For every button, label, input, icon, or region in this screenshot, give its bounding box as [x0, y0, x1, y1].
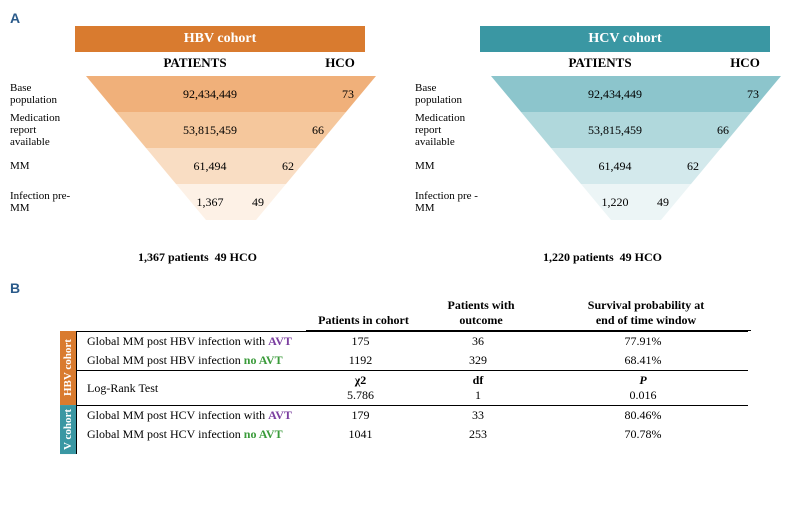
funnel-segment: 92,434,44973: [86, 76, 376, 112]
funnel-row-label: MM: [10, 160, 77, 172]
bottom-patients: 1,367 patients: [138, 250, 209, 264]
funnel-row: MM 61,49462: [415, 148, 790, 184]
cell-survival: 77.91%: [538, 332, 748, 351]
funnel-row: MM 61,49462: [10, 148, 385, 184]
table-group-tab: HBV cohort: [60, 331, 76, 405]
funnel-val-patients: 61,494: [146, 159, 282, 174]
cell-survival: 68.41%: [538, 351, 748, 371]
row-desc: Global MM post HBV infection with AVT: [77, 332, 303, 351]
funnel-val-patients: 53,815,459: [116, 123, 312, 138]
stat-df: df1: [418, 371, 538, 406]
row-desc: Global MM post HBV infection no AVT: [77, 351, 303, 371]
sub-patients: PATIENTS: [480, 55, 720, 71]
funnel-segment: 61,49462: [551, 148, 721, 184]
funnel-row-label: Base population: [415, 82, 482, 106]
table-row: Global MM post HBV infection no AVT11923…: [77, 351, 748, 371]
cell-survival: 80.46%: [538, 406, 748, 425]
funnel-val-hco: 73: [342, 87, 376, 102]
row-desc: Global MM post HCV infection no AVT: [77, 425, 303, 444]
table-header: [80, 296, 306, 331]
table-header: Patients in cohort: [306, 296, 421, 331]
funnel-block: HCV cohortPATIENTSHCOBase population92,4…: [415, 26, 790, 265]
table-header: Patients with outcome: [421, 296, 541, 331]
funnel-row-label: Infection pre - MM: [415, 190, 482, 214]
funnel-val-hco: 73: [747, 87, 781, 102]
funnel-val-patients: 92,434,449: [491, 87, 747, 102]
funnel-body: Base population92,434,44973Medication re…: [10, 76, 385, 246]
panel-a: A HBV cohortPATIENTSHCOBase population92…: [10, 10, 790, 265]
table-group-tab: V cohort: [60, 405, 76, 454]
funnel-segment: 61,49462: [146, 148, 316, 184]
funnel-row: Base population 92,434,44973: [415, 76, 790, 112]
funnel-row-label: Infection pre-MM: [10, 190, 77, 214]
funnel-val-patients: 53,815,459: [521, 123, 717, 138]
cell-patients-cohort: 179: [303, 406, 418, 425]
funnel-val-patients: 92,434,449: [86, 87, 342, 102]
funnel-row: Infection pre - MM 1,22049: [415, 184, 790, 220]
table-stat-row: Log-Rank Testχ25.786df1P0.016: [77, 371, 748, 406]
panel-b-label: B: [10, 280, 790, 296]
cell-patients-cohort: 1041: [303, 425, 418, 444]
funnel-body: Base population92,434,44973Medication re…: [415, 76, 790, 246]
funnel-segment: 53,815,45966: [521, 112, 751, 148]
stat-p: P0.016: [538, 371, 748, 406]
funnel-val-hco: 49: [657, 195, 691, 210]
row-desc: Global MM post HCV infection with AVT: [77, 406, 303, 425]
funnel-bottom: 1,367 patients 49 HCO: [10, 250, 385, 265]
funnel-row: Medication report available 53,815,45966: [415, 112, 790, 148]
funnel-row: Base population 92,434,44973: [10, 76, 385, 112]
funnel-val-patients: 61,494: [551, 159, 687, 174]
funnel-row-label: Medication report available: [10, 112, 77, 148]
funnel-row: Medication report available 53,815,45966: [10, 112, 385, 148]
funnel-val-hco: 49: [252, 195, 286, 210]
bottom-hco: 49 HCO: [620, 250, 662, 264]
funnel-row-label: Medication report available: [415, 112, 482, 148]
funnel-val-hco: 66: [717, 123, 751, 138]
cell-patients-outcome: 36: [418, 332, 538, 351]
bottom-patients: 1,220 patients: [543, 250, 614, 264]
funnel-row-label: Base population: [10, 82, 77, 106]
cell-survival: 70.78%: [538, 425, 748, 444]
funnel-val-patients: 1,220: [581, 195, 657, 210]
stat-chi2: χ25.786: [303, 371, 418, 406]
funnel-block: HBV cohortPATIENTSHCOBase population92,4…: [10, 26, 385, 265]
funnel-title: HBV cohort: [75, 26, 365, 52]
table-row: Global MM post HBV infection with AVT175…: [77, 332, 748, 351]
stat-label: Log-Rank Test: [77, 371, 303, 406]
funnel-val-patients: 1,367: [176, 195, 252, 210]
funnel-segment: 53,815,45966: [116, 112, 346, 148]
funnel-val-hco: 66: [312, 123, 346, 138]
cell-patients-outcome: 33: [418, 406, 538, 425]
sub-hco: HCO: [315, 55, 365, 71]
bottom-hco: 49 HCO: [215, 250, 257, 264]
funnel-val-hco: 62: [687, 159, 721, 174]
funnel-bottom: 1,220 patients 49 HCO: [415, 250, 790, 265]
funnel-segment: 1,36749: [176, 184, 286, 220]
funnel-title: HCV cohort: [480, 26, 770, 52]
table-row: Global MM post HCV infection with AVT179…: [77, 406, 748, 425]
cell-patients-outcome: 329: [418, 351, 538, 371]
panel-b: B Patients in cohortPatients with outcom…: [10, 280, 790, 454]
panel-a-label: A: [10, 10, 790, 26]
table-header: Survival probability atend of time windo…: [541, 296, 751, 331]
funnel-row-label: MM: [415, 160, 482, 172]
table-row: Global MM post HCV infection no AVT10412…: [77, 425, 748, 444]
funnel-subheader: PATIENTSHCO: [480, 52, 770, 74]
funnel-row: Infection pre-MM 1,36749: [10, 184, 385, 220]
funnel-segment: 92,434,44973: [491, 76, 781, 112]
sub-patients: PATIENTS: [75, 55, 315, 71]
cell-patients-outcome: 253: [418, 425, 538, 444]
funnel-subheader: PATIENTSHCO: [75, 52, 365, 74]
sub-hco: HCO: [720, 55, 770, 71]
funnel-segment: 1,22049: [581, 184, 691, 220]
cell-patients-cohort: 175: [303, 332, 418, 351]
cell-patients-cohort: 1192: [303, 351, 418, 371]
funnel-val-hco: 62: [282, 159, 316, 174]
